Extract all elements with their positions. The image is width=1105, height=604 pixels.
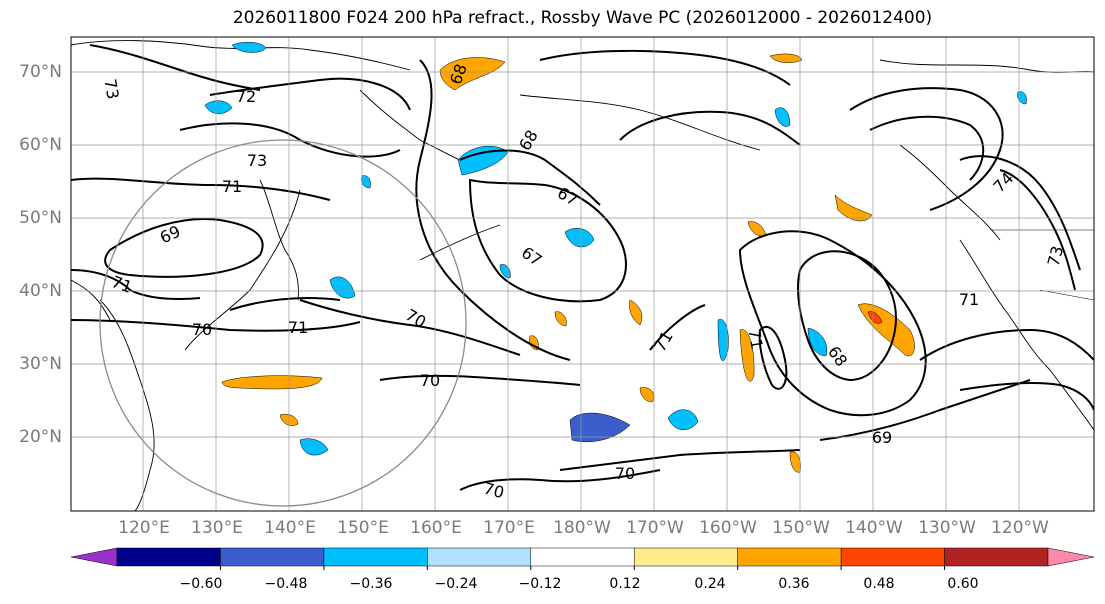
colorbar [70,547,1095,567]
lon-label: 120°E [118,518,170,538]
shade-blue-patch [1017,91,1027,105]
shade-blue-patch [717,319,729,362]
shade-blue-patch [361,175,371,189]
contour-label: 70 [615,464,635,483]
shade-orange-patch [629,299,643,326]
colorbar-tick-label: −0.24 [434,576,478,592]
colorbar-swatch [944,547,1049,567]
shade-blue-patch [667,409,699,430]
shade-orange-patch [739,329,755,382]
contour-label: 68 [824,342,851,370]
lon-label: 160°W [699,518,757,538]
contour-label: 71 [222,177,242,196]
colorbar-tick-label: 0.12 [609,576,641,592]
shade-blue-patch [231,41,267,53]
shade-orange-patch [554,311,567,327]
lon-label: 140°E [264,518,316,538]
reference-circle [99,139,467,507]
lat-label: 40°N [19,281,62,301]
colorbar-extend-min [70,547,118,567]
shade-orange-patch [769,53,803,64]
colorbar-swatch [737,547,842,567]
shade-blue-patch [807,327,828,357]
lat-label: 30°N [19,354,62,374]
colorbar-tick-label: −0.60 [179,576,223,592]
lon-label: 130°E [191,518,243,538]
lon-label: 150°W [772,518,830,538]
gridlines [71,37,1094,511]
shade-blue-patch [564,228,595,248]
lat-label: 60°N [19,135,62,155]
contour-label: 70 [192,320,212,339]
shade-blue-patch [204,100,233,114]
lon-label: 120°W [991,518,1049,538]
shade-orange-patch [439,57,506,91]
contour-label: 72 [236,87,256,106]
colorbar-tick-label: −0.12 [518,576,562,592]
colorbar-swatch [633,547,738,567]
contour-label: 73 [100,77,122,100]
contour-label: 70 [482,479,507,503]
shaded-areas [204,41,1027,473]
lon-label: 130°W [918,518,976,538]
colorbar-swatch [840,547,945,567]
contour-label: 69 [872,428,892,447]
shade-blue-patch [299,438,329,456]
shade-orange-patch [834,194,873,222]
colorbar-extend-max [1047,547,1095,567]
lat-label: 20°N [19,427,62,447]
shade-orange-patch [639,387,655,403]
colorbar-swatch [427,547,532,567]
lon-label: 180°W [553,518,611,538]
contour-label: 74 [989,168,1017,196]
lat-label: 50°N [19,208,62,228]
shade-orange-patch [857,303,915,357]
contour-label: 73 [247,151,267,170]
lat-label: 70°N [19,62,62,82]
colorbar-tick-label: −0.48 [264,576,308,592]
colorbar-tick-label: 0.48 [863,576,895,592]
colorbar-tick-label: 0.24 [694,576,726,592]
lon-label: 170°W [626,518,684,538]
shade-orange-patch [747,221,767,237]
contour-label: 71 [744,327,766,350]
colorbar-swatch [220,547,325,567]
contour-label: 70 [420,371,440,390]
contour-label: 73 [1044,244,1068,269]
colorbar-swatch [116,547,221,567]
contour-label: 71 [288,318,308,337]
colorbar-swatch [323,547,428,567]
shade-blue-patch [774,107,791,127]
colorbar-tick-label: 0.36 [778,576,810,592]
colorbar-tick-label: −0.36 [349,576,393,592]
colorbar-swatch [530,547,635,567]
shade-orange-patch [221,375,323,390]
map-title: 2026011800 F024 200 hPa refract., Rossby… [232,8,933,28]
lon-label: 140°W [845,518,903,538]
shade-blue-patch [569,412,631,443]
colorbar-tick-label: 0.60 [947,576,979,592]
contour-label: 67 [518,243,546,270]
lon-label: 160°E [410,518,462,538]
map-frame [70,36,1095,512]
contour-label: 68 [515,127,542,154]
lon-label: 150°E [337,518,389,538]
contour-lines [71,44,1094,491]
colorbar-ticks [219,566,946,570]
contour-label: 71 [959,290,979,309]
lon-label: 170°E [483,518,535,538]
shade-orange-patch [789,451,801,473]
shade-blue-patch [329,276,356,299]
